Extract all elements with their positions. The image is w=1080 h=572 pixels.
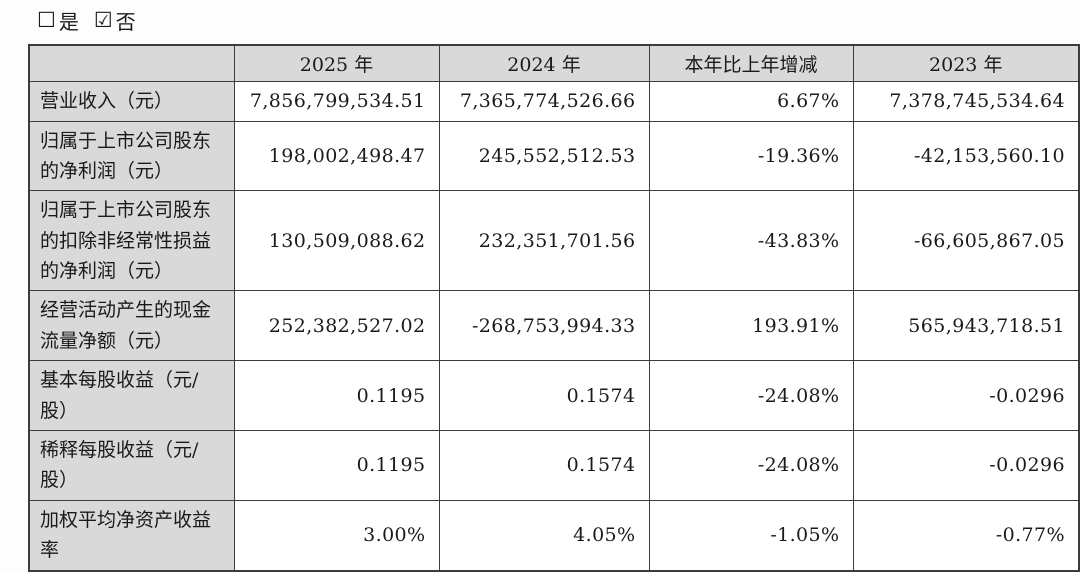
- row-label: 营业收入（元）: [28, 80, 235, 122]
- value-2023: 565,943,718.51: [852, 290, 1080, 362]
- value-2024: 245,552,512.53: [438, 120, 650, 192]
- header-year-2023: 2023 年: [852, 44, 1080, 82]
- table-row: 归属于上市公司股东的扣除非经常性损益的净利润（元） 130,509,088.62…: [28, 190, 1080, 292]
- value-2023: -42,153,560.10: [852, 120, 1080, 192]
- table-row: 营业收入（元） 7,856,799,534.51 7,365,774,526.6…: [28, 80, 1080, 122]
- checkbox-option-no[interactable]: ☑ 否: [94, 6, 137, 35]
- value-change: -1.05%: [648, 499, 854, 572]
- table-row: 基本每股收益（元/股） 0.1195 0.1574 -24.08% -0.029…: [28, 360, 1080, 432]
- row-label: 基本每股收益（元/股）: [28, 360, 235, 432]
- value-change: -19.36%: [648, 120, 854, 192]
- value-change: -24.08%: [648, 360, 854, 432]
- value-2025: 252,382,527.02: [233, 290, 440, 362]
- value-2024: 0.1574: [438, 360, 650, 432]
- checkbox-yes-label: 是: [58, 10, 80, 34]
- value-2023: -0.0296: [852, 360, 1080, 432]
- table-row: 归属于上市公司股东的净利润（元） 198,002,498.47 245,552,…: [28, 120, 1080, 192]
- value-change: -43.83%: [648, 190, 854, 292]
- value-2025: 130,509,088.62: [233, 190, 440, 292]
- row-label: 归属于上市公司股东的净利润（元）: [28, 120, 235, 192]
- value-change: 193.91%: [648, 290, 854, 362]
- table-row: 加权平均净资产收益率 3.00% 4.05% -1.05% -0.77%: [28, 499, 1080, 572]
- header-year-2025: 2025 年: [233, 44, 440, 82]
- table-row: 稀释每股收益（元/股） 0.1195 0.1574 -24.08% -0.029…: [28, 430, 1080, 501]
- checkbox-no-label: 否: [115, 10, 137, 34]
- row-label: 经营活动产生的现金流量净额（元）: [28, 290, 235, 362]
- header-year-2024: 2024 年: [438, 44, 650, 82]
- table-header-row: 2025 年 2024 年 本年比上年增减 2023 年: [28, 44, 1080, 82]
- value-2025: 3.00%: [233, 499, 440, 572]
- value-2025: 0.1195: [233, 360, 440, 432]
- value-2024: 232,351,701.56: [438, 190, 650, 292]
- header-metric-blank: [28, 44, 235, 82]
- value-2023: 7,378,745,534.64: [852, 80, 1080, 122]
- value-change: -24.08%: [648, 430, 854, 501]
- yes-no-selector: ☐ 是 ☑ 否: [37, 6, 137, 35]
- checkbox-checked-icon: ☑: [93, 8, 114, 32]
- table-row: 经营活动产生的现金流量净额（元） 252,382,527.02 -268,753…: [28, 290, 1080, 362]
- value-change: 6.67%: [648, 80, 854, 122]
- header-yoy-change: 本年比上年增减: [648, 44, 854, 82]
- value-2025: 198,002,498.47: [233, 120, 440, 192]
- row-label: 稀释每股收益（元/股）: [28, 430, 235, 501]
- row-label: 加权平均净资产收益率: [28, 499, 235, 572]
- value-2025: 0.1195: [233, 430, 440, 501]
- value-2023: -66,605,867.05: [852, 190, 1080, 292]
- value-2023: -0.0296: [852, 430, 1080, 501]
- checkbox-unchecked-icon: ☐: [37, 8, 57, 32]
- value-2023: -0.77%: [852, 499, 1080, 572]
- row-label: 归属于上市公司股东的扣除非经常性损益的净利润（元）: [28, 190, 235, 292]
- financial-summary-table: 2025 年 2024 年 本年比上年增减 2023 年 营业收入（元） 7,8…: [28, 44, 1080, 572]
- value-2025: 7,856,799,534.51: [233, 80, 440, 122]
- value-2024: -268,753,994.33: [438, 290, 650, 362]
- value-2024: 4.05%: [438, 499, 650, 572]
- value-2024: 7,365,774,526.66: [438, 80, 650, 122]
- checkbox-option-yes[interactable]: ☐ 是: [37, 6, 80, 35]
- value-2024: 0.1574: [438, 430, 650, 501]
